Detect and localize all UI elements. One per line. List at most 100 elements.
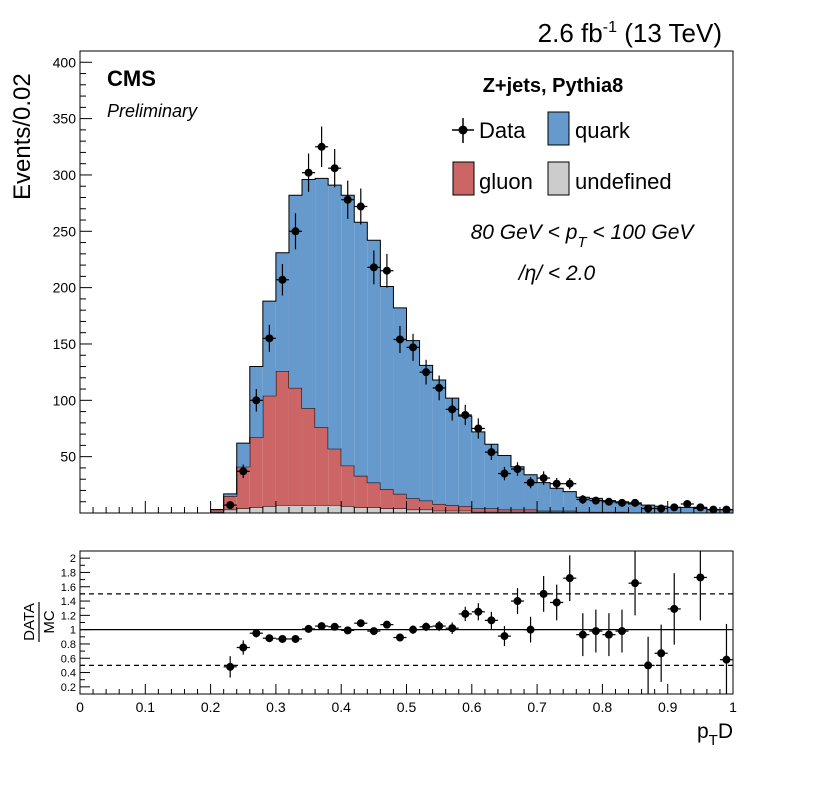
bar-gluon-25: [537, 510, 551, 512]
bar-quark-32: [628, 503, 642, 513]
data-points: [223, 126, 733, 514]
legend-data: Data: [452, 118, 526, 143]
data-point-5: [288, 213, 303, 250]
ratio-point-19: [471, 603, 485, 621]
bar-gluon-24: [524, 509, 538, 512]
bar-quark-25: [537, 482, 551, 511]
bar-quark-19: [458, 416, 472, 507]
ratio-point-31: [628, 551, 642, 616]
cms-label: CMS: [107, 66, 156, 91]
bar-gluon-31: [615, 511, 629, 513]
data-point-1: [236, 464, 250, 479]
lumi-label: 2.6 fb-1 (13 TeV): [538, 18, 722, 48]
data-point-23: [524, 476, 538, 489]
bar-quark-15: [406, 340, 420, 499]
main-histogram-panel: 50 100 150 200 250 300 350 400: [53, 50, 734, 514]
bar-gluon-10: [341, 465, 355, 507]
bar-undefined-23: [510, 511, 525, 513]
bar-undefined-8: [315, 505, 329, 513]
bar-quark-1: [223, 493, 237, 497]
ratio-point-33: [654, 624, 668, 682]
data-point-36: [693, 503, 707, 512]
data-point-10: [354, 188, 368, 225]
bar-gluon-6: [288, 387, 303, 506]
x-tick-8: 0.8: [593, 699, 613, 715]
ratio-point-16: [432, 621, 446, 632]
data-point-3: [262, 324, 276, 352]
ratio-y-tick-3: 0.8: [61, 639, 76, 651]
bar-gluon-8: [315, 427, 329, 506]
ratio-point-15: [419, 622, 433, 632]
bar-quark-18: [445, 398, 459, 506]
data-point-19: [471, 418, 485, 439]
ratio-point-29: [602, 613, 616, 657]
ratio-y-denominator: MC: [41, 610, 58, 633]
ratio-point-27: [576, 613, 590, 657]
bar-gluon-28: [576, 511, 590, 513]
bar-undefined-24: [524, 511, 538, 513]
bar-gluon-4: [262, 395, 276, 507]
ratio-point-22: [510, 588, 525, 614]
bar-quark-10: [341, 195, 355, 466]
bar-undefined-11: [354, 507, 368, 513]
bar-gluon-22: [497, 509, 511, 512]
data-point-14: [406, 333, 420, 361]
x-tick-4: 0.4: [331, 699, 351, 715]
data-point-27: [576, 494, 590, 504]
ratio-point-24: [537, 576, 551, 612]
bar-quark-11: [354, 222, 368, 476]
bar-undefined-6: [288, 505, 303, 513]
bar-quark-9: [328, 185, 342, 449]
ratio-frame: [79, 550, 734, 695]
bar-gluon-13: [380, 489, 394, 509]
bar-undefined-19: [458, 510, 472, 513]
ratio-point-32: [641, 636, 655, 694]
ratio-point-9: [341, 626, 355, 635]
main-y-tick-200: 200: [53, 280, 77, 296]
data-point-9: [341, 180, 355, 219]
bar-undefined-1: [223, 509, 237, 513]
bar-gluon-23: [510, 509, 525, 512]
ratio-point-4: [275, 634, 289, 643]
bar-quark-26: [550, 488, 564, 511]
data-point-15: [419, 359, 433, 385]
x-tick-6: 0.6: [462, 699, 482, 715]
data-point-8: [328, 149, 342, 188]
eta-cut-label: /η/ < 2.0: [517, 262, 596, 285]
x-axis-label: pTD: [697, 720, 733, 749]
legend-quark: quark: [547, 111, 631, 146]
bar-undefined-12: [367, 507, 381, 513]
bar-quark-6: [288, 195, 303, 388]
main-y-axis-label: Events/0.02: [9, 73, 36, 200]
legend-undefined: undefined: [547, 161, 672, 196]
ratio-point-18: [458, 606, 472, 622]
data-point-37: [706, 505, 720, 514]
data-point-13: [393, 325, 407, 353]
main-y-tick-150: 150: [53, 336, 77, 352]
main-y-tick-300: 300: [53, 167, 77, 183]
ratio-y-tick-0: 0.2: [61, 682, 76, 694]
bar-gluon-26: [550, 510, 564, 512]
bar-undefined-0: [210, 511, 224, 513]
bar-gluon-0: [210, 509, 224, 512]
bar-gluon-20: [471, 508, 485, 512]
bar-undefined-17: [432, 510, 446, 513]
data-point-16: [432, 375, 446, 401]
ratio-point-34: [667, 573, 681, 645]
bar-quark-14: [393, 307, 407, 494]
legend-gluon-swatch: [452, 161, 475, 196]
bar-quark-27: [563, 491, 577, 511]
bar-quark-30: [602, 500, 616, 512]
bar-undefined-27: [563, 511, 577, 513]
bar-undefined-9: [328, 505, 342, 513]
ratio-axes: 0.2 0.4 0.6 0.8 1 1.2 1.4 1.6 1.8 2 0 0.1 0.2 0.3 0.4 0…: [61, 553, 737, 715]
ratio-point-1: [236, 640, 250, 655]
legend-gluon-label: gluon: [479, 169, 533, 194]
bar-quark-21: [484, 444, 498, 509]
bar-undefined-21: [484, 511, 498, 513]
data-point-32: [641, 504, 655, 513]
stacked-histogram-bars: [80, 177, 734, 514]
ratio-y-tick-4: 1: [70, 625, 76, 637]
main-y-tick-350: 350: [53, 111, 77, 127]
data-point-11: [367, 250, 381, 285]
